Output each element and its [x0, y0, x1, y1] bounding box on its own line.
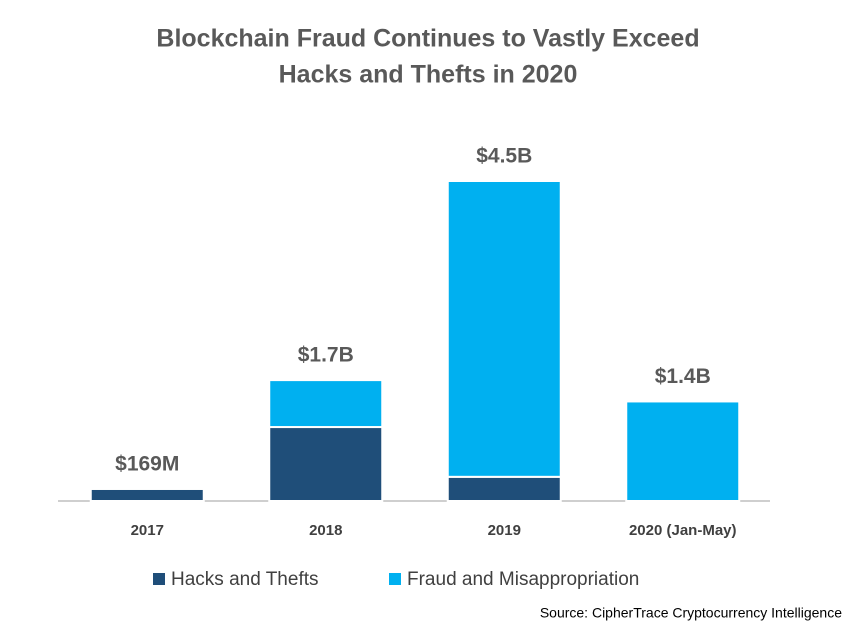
- legend-swatch: [389, 573, 401, 585]
- source-note: Source: CipherTrace Cryptocurrency Intel…: [540, 605, 842, 621]
- bar-segment: [268, 379, 384, 429]
- x-tick-label: 2020 (Jan-May): [629, 522, 737, 539]
- x-tick-label: 2017: [131, 522, 164, 539]
- total-label: $4.5B: [476, 145, 532, 168]
- chart-title: Hacks and Thefts in 2020: [279, 61, 578, 89]
- x-tick-label: 2019: [488, 522, 521, 539]
- bar-segment: [89, 487, 205, 502]
- bar-segment: [268, 426, 384, 502]
- legend-label: Fraud and Misappropriation: [407, 569, 639, 590]
- total-label: $1.7B: [298, 344, 354, 367]
- total-label: $1.4B: [655, 365, 711, 388]
- bar-segment: [446, 180, 562, 478]
- x-tick-label: 2018: [309, 522, 342, 539]
- total-label: $169M: [115, 453, 179, 476]
- bar-segment: [625, 400, 741, 503]
- chart-title: Blockchain Fraud Continues to Vastly Exc…: [156, 25, 699, 53]
- legend-label: Hacks and Thefts: [171, 569, 319, 590]
- legend-swatch: [153, 573, 165, 585]
- bar-segment: [446, 475, 562, 503]
